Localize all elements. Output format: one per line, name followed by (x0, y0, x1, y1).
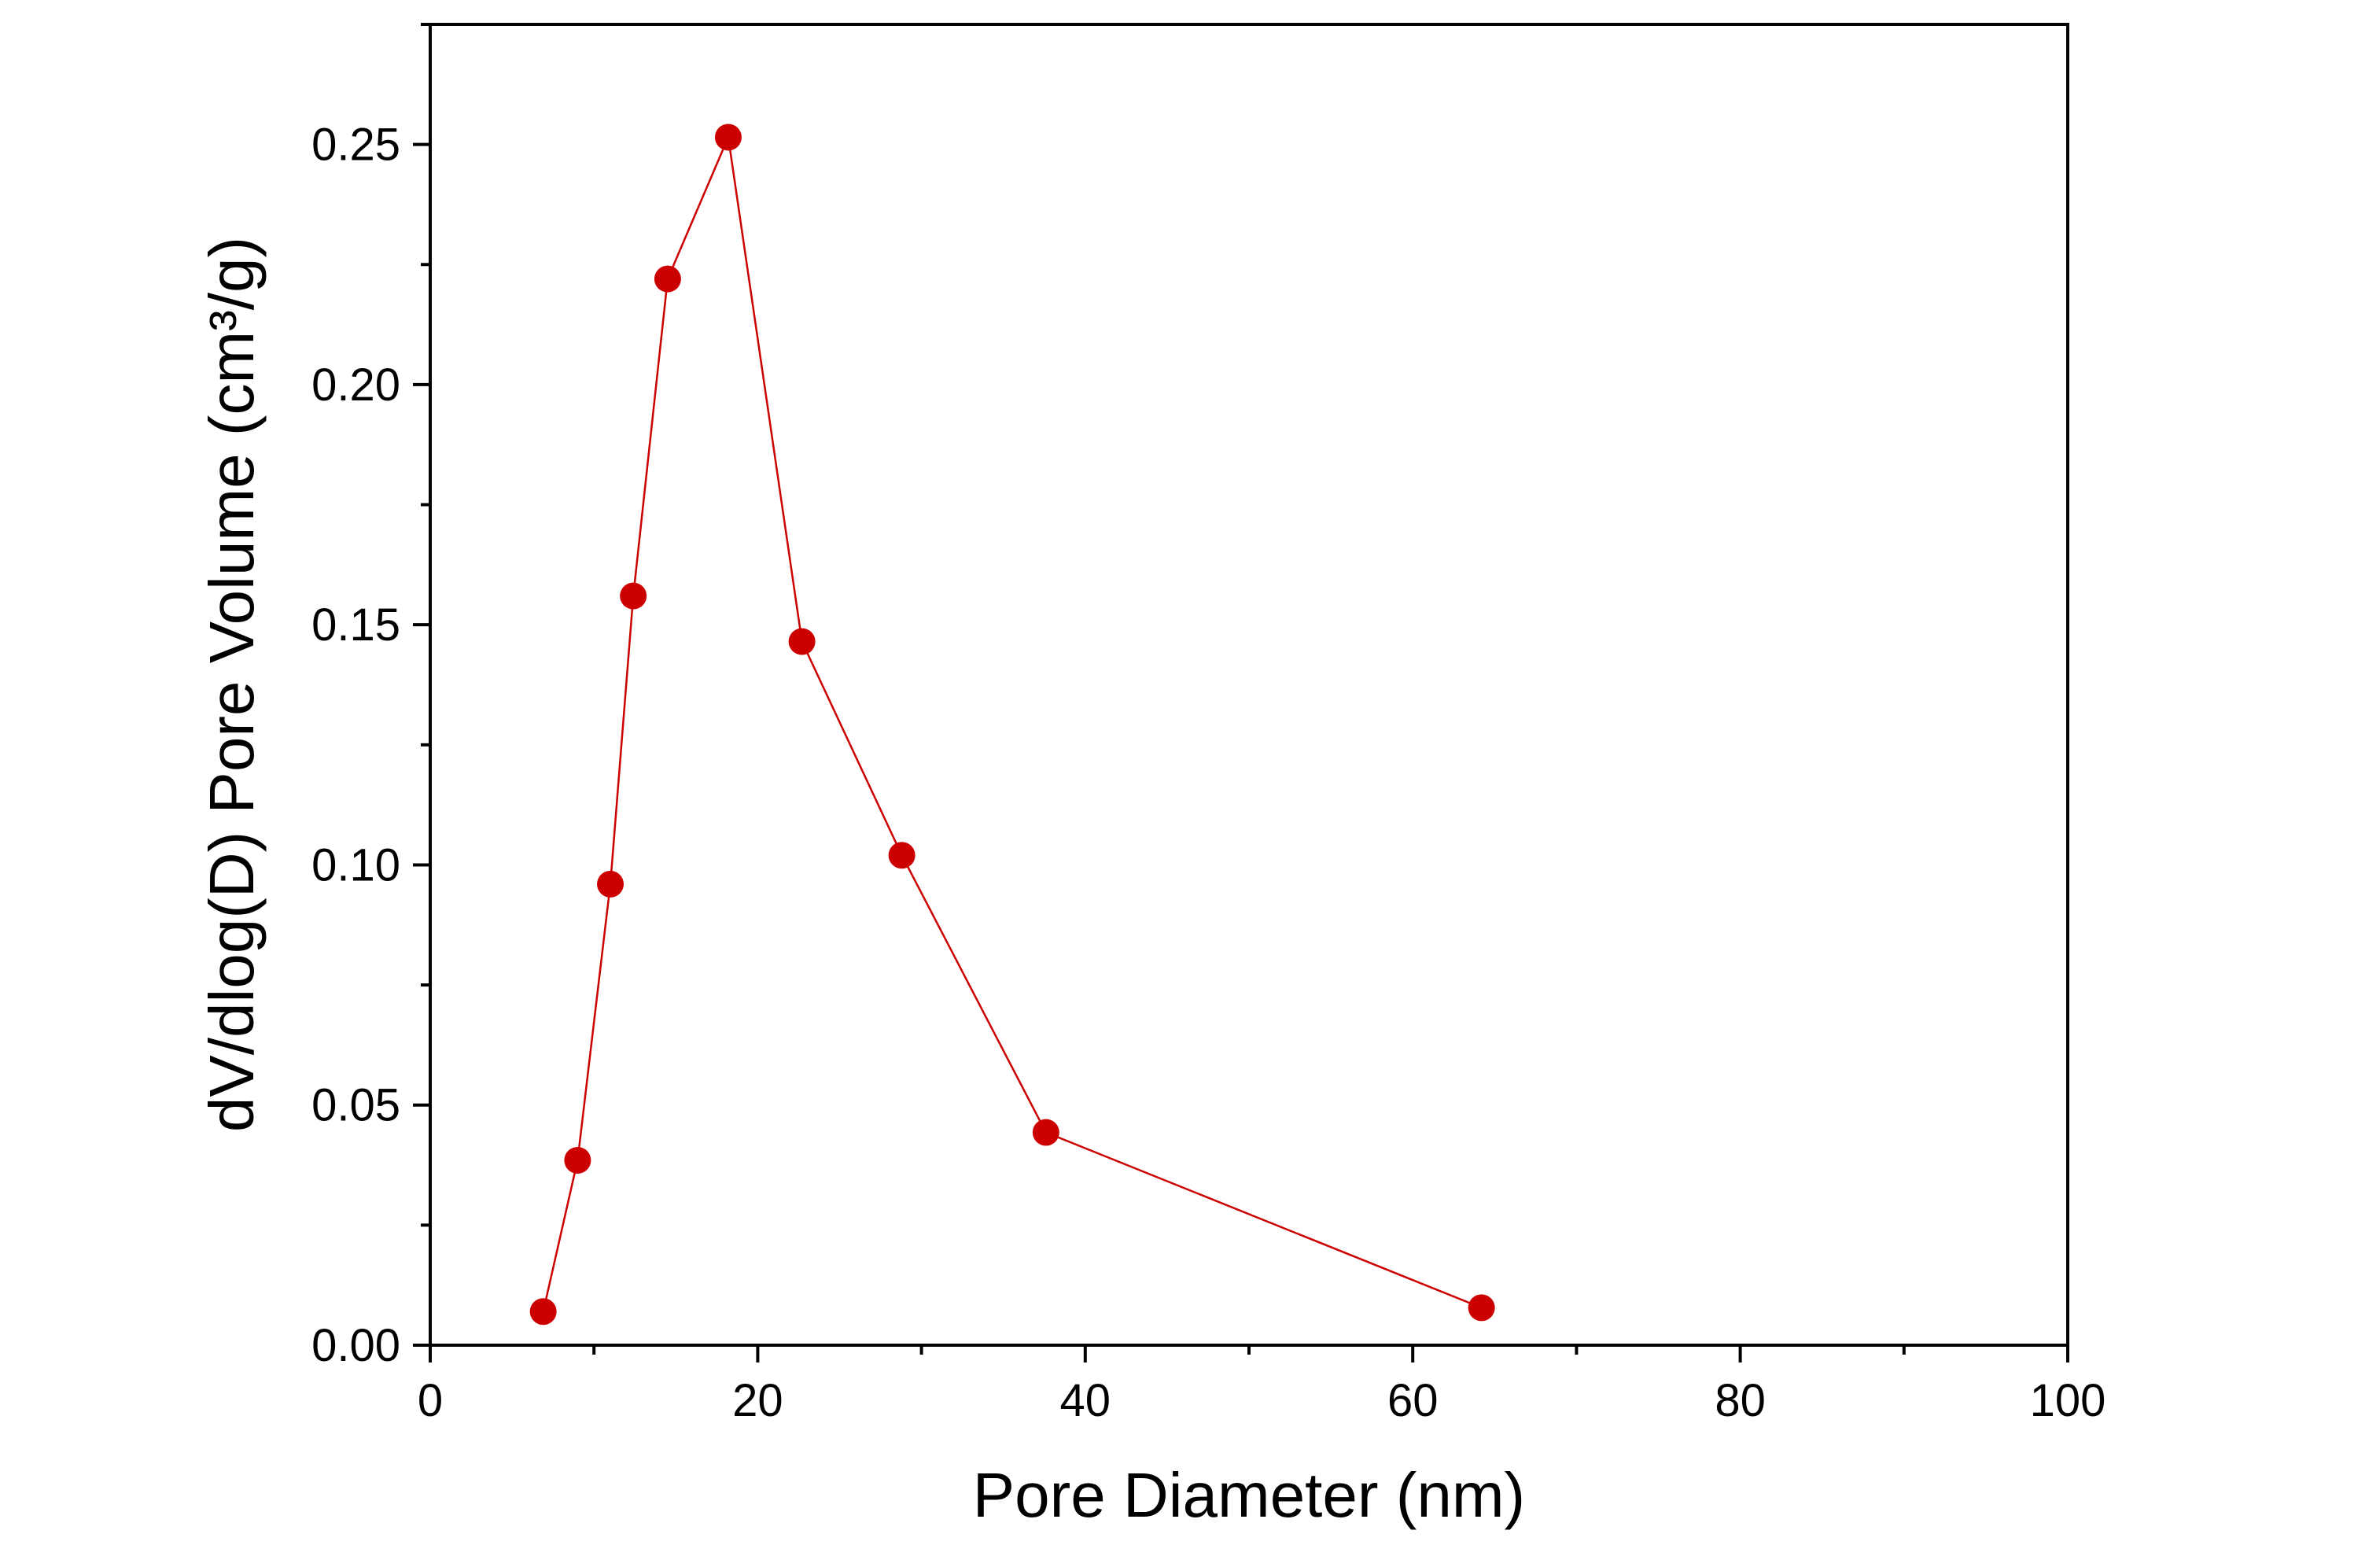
y-tick-label: 0.00 (311, 1320, 400, 1371)
x-tick-label: 60 (1387, 1375, 1439, 1426)
data-point (888, 842, 916, 869)
y-tick-label: 0.05 (311, 1080, 400, 1131)
data-point (714, 124, 742, 151)
x-tick-label: 0 (418, 1375, 443, 1426)
x-tick-label: 20 (732, 1375, 783, 1426)
x-tick-label: 40 (1060, 1375, 1111, 1426)
y-tick-label: 0.15 (311, 599, 400, 651)
y-axis-label: dV/dlog(D) Pore Volume (cm³/g) (197, 237, 267, 1132)
data-point (654, 265, 681, 293)
data-point (788, 628, 816, 655)
x-tick-label: 100 (2030, 1375, 2106, 1426)
plot-frame (429, 23, 2069, 1347)
x-axis-label: Pore Diameter (nm) (973, 1460, 1525, 1530)
data-point (529, 1298, 557, 1326)
y-tick-label: 0.20 (311, 360, 400, 411)
data-line (542, 133, 1483, 1312)
data-point (564, 1146, 591, 1174)
y-tick-label: 0.10 (311, 839, 400, 890)
data-point (1032, 1119, 1059, 1146)
data-point (1468, 1294, 1495, 1322)
y-tick-label: 0.25 (311, 120, 400, 171)
data-point (597, 870, 624, 898)
x-tick-label: 80 (1715, 1375, 1766, 1426)
data-point (620, 582, 647, 610)
